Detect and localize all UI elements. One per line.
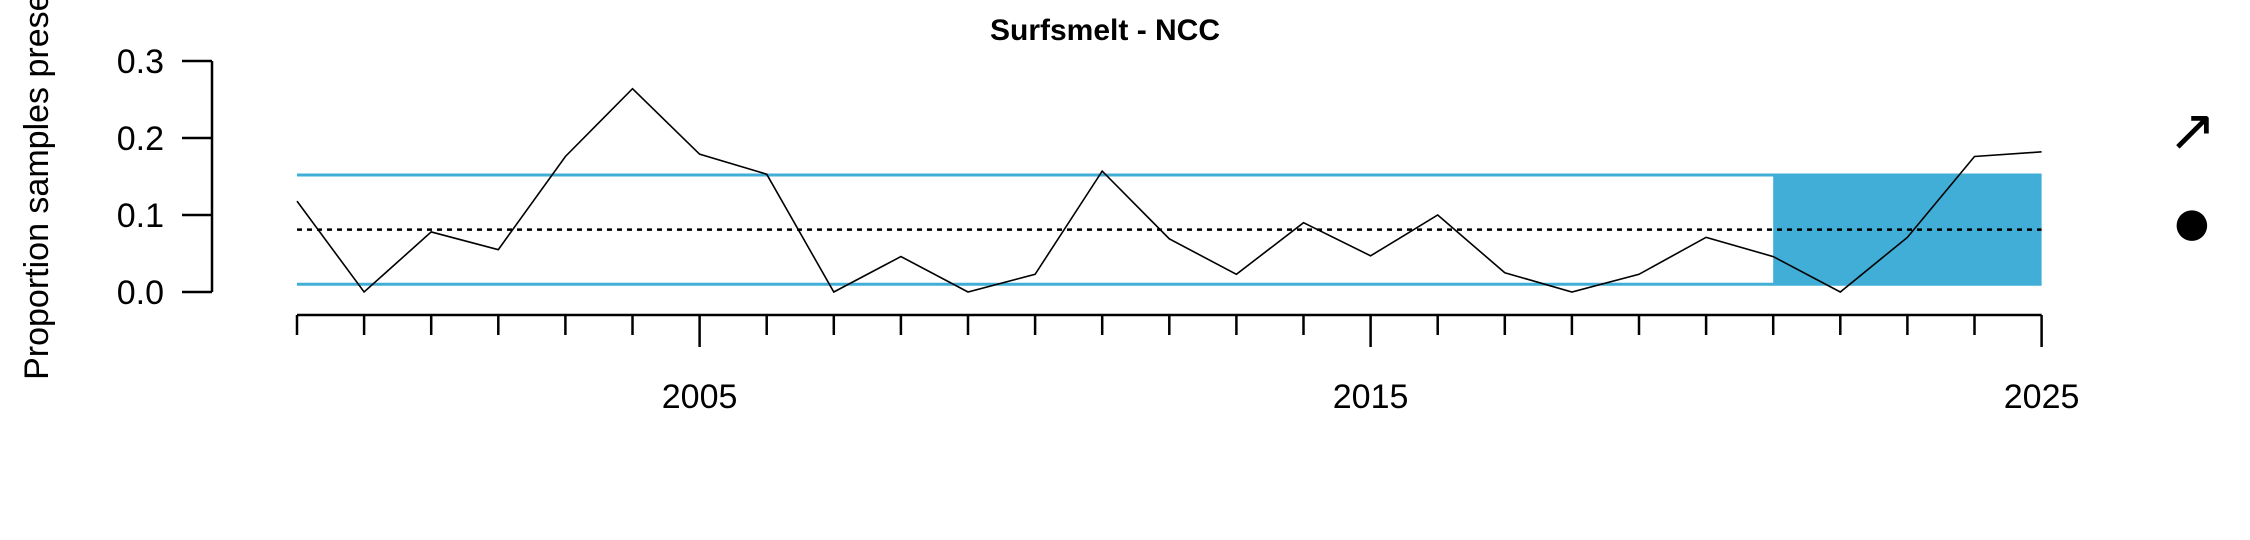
y-axis: 0.0 0.1 0.2 0.3 [117,43,214,312]
x-tick-label: 2025 [2004,378,2080,416]
x-tick-label: 2015 [1333,378,1409,416]
x-axis: 2005 2015 2025 [295,313,2080,416]
trend-arrow-icon: ↗ [2168,96,2217,164]
x-tick-label: 2005 [662,378,738,416]
y-tick-label: 0.2 [117,120,164,158]
y-tick-label: 0.3 [117,43,164,81]
y-axis-title: Proportion samples present [18,0,56,380]
y-tick-label: 0.1 [117,197,164,235]
mean-status-dot-icon: ● [2175,200,2210,246]
series-line [296,87,2042,294]
y-tick-label: 0.0 [117,274,164,312]
chart-title: Surfsmelt - NCC [990,14,1220,47]
